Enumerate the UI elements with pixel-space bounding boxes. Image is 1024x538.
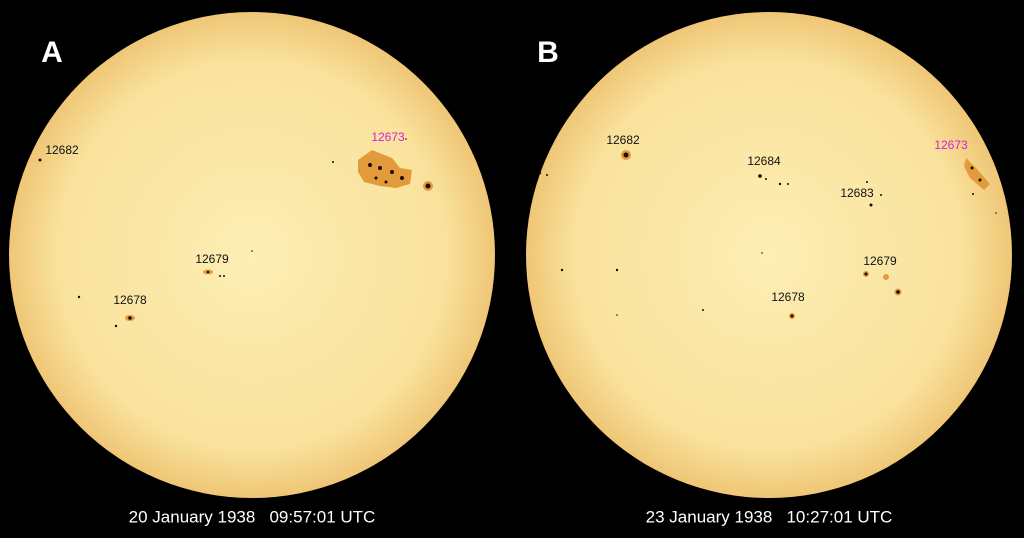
region-label: 12682	[45, 143, 79, 157]
sunspots	[538, 150, 997, 319]
region-label: 12673	[934, 138, 968, 152]
region-label: 12678	[771, 290, 805, 304]
region-label: 12673	[371, 130, 405, 144]
region-label: 12678	[113, 293, 147, 307]
panel-label: B	[537, 36, 559, 69]
region-label: 12682	[606, 133, 640, 147]
sunspots	[38, 138, 433, 328]
date-caption: 23 January 1938 10:27:01 UTC	[646, 507, 893, 526]
date-caption: 20 January 1938 09:57:01 UTC	[129, 507, 376, 526]
region-label: 12683	[840, 186, 874, 200]
panel-label: A	[41, 36, 63, 69]
region-label: 12679	[195, 252, 229, 266]
region-label: 12684	[747, 154, 781, 168]
sun-disk	[526, 12, 1012, 498]
region-label: 12679	[863, 254, 897, 268]
sun-disk	[9, 12, 495, 498]
